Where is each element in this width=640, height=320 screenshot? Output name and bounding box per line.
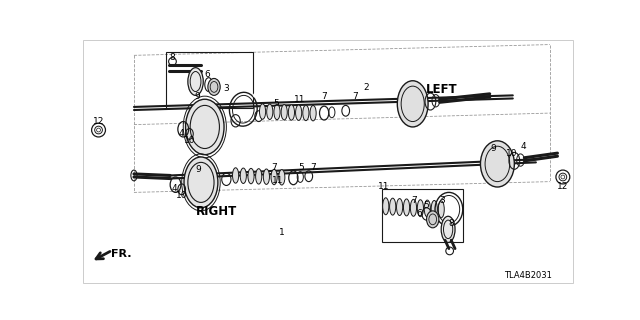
Text: 7: 7 (310, 163, 316, 172)
Text: 12: 12 (557, 182, 568, 191)
Ellipse shape (390, 198, 396, 215)
Ellipse shape (397, 81, 428, 127)
Ellipse shape (296, 105, 301, 120)
Ellipse shape (186, 99, 224, 155)
Ellipse shape (271, 169, 277, 185)
Ellipse shape (232, 168, 239, 183)
Text: 3: 3 (223, 84, 229, 93)
Ellipse shape (383, 198, 389, 215)
Text: 11: 11 (294, 95, 305, 105)
Ellipse shape (281, 105, 287, 120)
Text: 6: 6 (204, 70, 210, 79)
Ellipse shape (441, 216, 455, 243)
Text: 12: 12 (93, 117, 104, 126)
Text: 5: 5 (424, 201, 429, 210)
Ellipse shape (259, 104, 266, 119)
Ellipse shape (267, 104, 273, 119)
Text: 9: 9 (194, 92, 200, 101)
Text: 11: 11 (272, 176, 284, 185)
Ellipse shape (248, 168, 254, 184)
Ellipse shape (481, 141, 515, 187)
Text: 8: 8 (449, 219, 454, 228)
Text: TLA4B2031: TLA4B2031 (504, 271, 552, 280)
Text: 10: 10 (506, 149, 517, 158)
Text: 7: 7 (271, 163, 277, 172)
Ellipse shape (208, 78, 220, 95)
Ellipse shape (184, 157, 218, 208)
Ellipse shape (310, 106, 316, 121)
Ellipse shape (240, 168, 246, 183)
Text: 4: 4 (171, 184, 177, 193)
Text: LEFT: LEFT (426, 84, 458, 97)
Text: 6: 6 (416, 210, 422, 219)
Text: 1: 1 (279, 228, 285, 237)
Ellipse shape (417, 200, 424, 217)
Text: 4: 4 (521, 142, 526, 151)
Ellipse shape (274, 104, 280, 120)
Text: 11: 11 (378, 182, 389, 191)
Text: 10: 10 (176, 191, 188, 200)
Text: RIGHT: RIGHT (196, 205, 237, 218)
Ellipse shape (263, 169, 269, 184)
Ellipse shape (397, 198, 403, 215)
Text: FR.: FR. (111, 249, 132, 259)
Bar (382, 189, 463, 242)
Ellipse shape (303, 105, 309, 121)
Ellipse shape (431, 201, 437, 217)
Ellipse shape (427, 211, 439, 228)
Text: 5: 5 (273, 99, 279, 108)
Ellipse shape (289, 105, 294, 120)
Text: 9: 9 (196, 165, 202, 174)
Bar (166, 52, 253, 108)
Text: 4: 4 (179, 129, 184, 138)
Text: 2: 2 (364, 83, 369, 92)
Text: 3: 3 (439, 196, 445, 204)
Ellipse shape (188, 68, 204, 95)
Text: 10: 10 (184, 136, 195, 145)
Text: 7: 7 (412, 196, 417, 204)
Ellipse shape (279, 170, 285, 185)
Ellipse shape (410, 199, 417, 216)
Ellipse shape (403, 199, 410, 216)
Text: 9: 9 (491, 144, 497, 153)
Ellipse shape (438, 201, 444, 218)
Text: 5: 5 (298, 163, 304, 172)
Ellipse shape (424, 200, 431, 217)
Ellipse shape (255, 169, 262, 184)
Text: 7: 7 (352, 92, 358, 101)
Text: 8: 8 (170, 53, 175, 62)
Text: 7: 7 (321, 92, 327, 101)
